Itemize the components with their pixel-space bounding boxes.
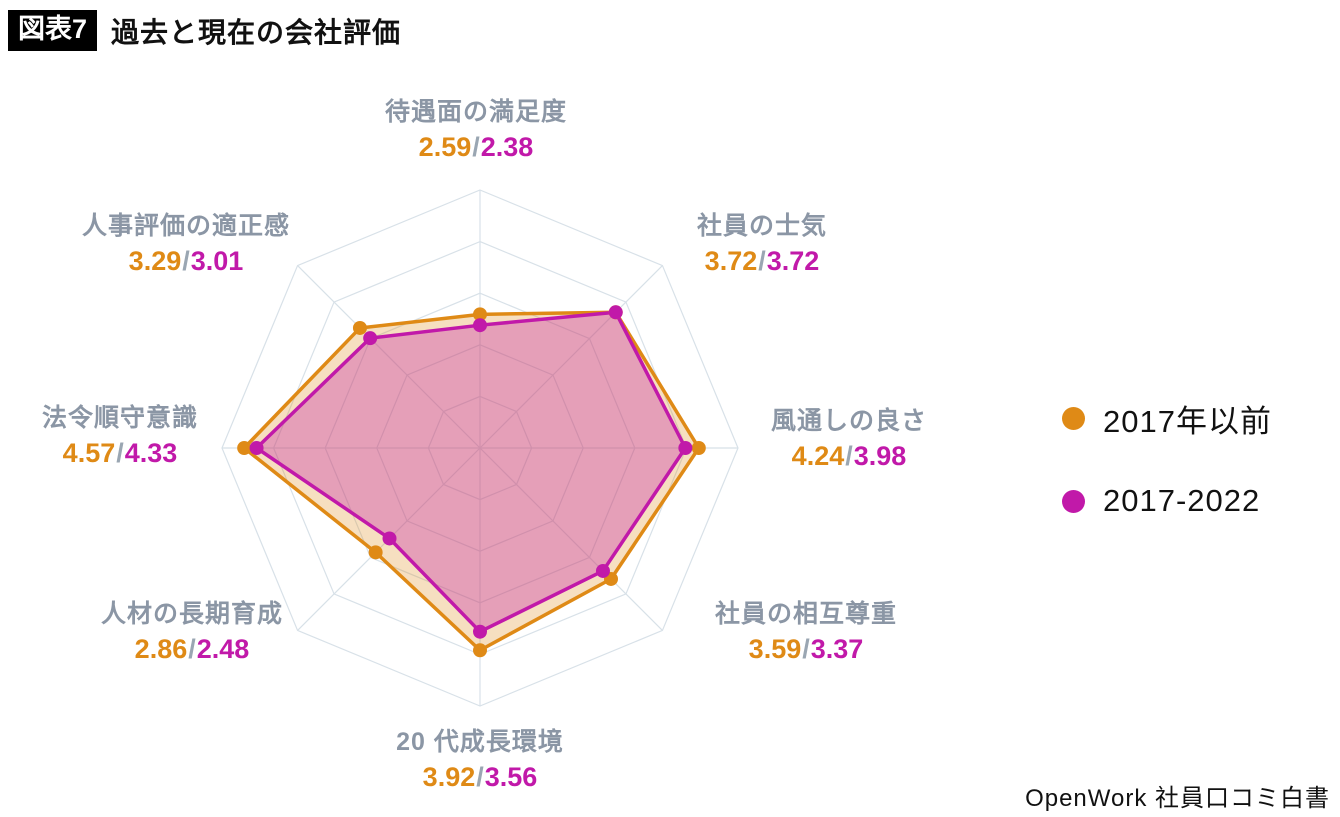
data-point	[473, 307, 487, 322]
data-point	[352, 320, 367, 335]
value-2017-2022: 3.56	[484, 761, 538, 792]
figure-number-badge: 図表7	[8, 10, 98, 51]
data-point	[608, 305, 623, 320]
axis-label: 20 代成長環境 3.92/3.56	[396, 726, 564, 796]
axis-values: 3.59/3.37	[715, 631, 897, 669]
value-before-2017: 4.57	[62, 437, 116, 468]
axis-name: 社員の相互尊重	[714, 600, 898, 628]
grid-spoke	[479, 447, 663, 631]
data-point	[691, 441, 706, 455]
value-separator: /	[188, 633, 196, 664]
axis-values: 3.29/3.01	[82, 243, 290, 281]
legend-label: 2017年以前	[1103, 404, 1272, 439]
axis-values: 2.86/2.48	[101, 631, 283, 669]
axis-values: 2.59/2.38	[385, 129, 567, 167]
source-credit: OpenWork 社員口コミ白書	[1025, 785, 1330, 812]
value-before-2017: 3.29	[128, 245, 182, 276]
value-before-2017: 3.92	[422, 761, 476, 792]
value-before-2017: 4.24	[791, 440, 845, 471]
data-point	[382, 531, 397, 546]
value-separator: /	[116, 437, 124, 468]
axis-label: 社員の士気 3.72/3.72	[697, 210, 827, 280]
value-2017-2022: 3.98	[853, 440, 907, 471]
value-separator: /	[476, 761, 484, 792]
series-area-2017-2022	[254, 310, 688, 634]
legend-item-before-2017: 2017年以前	[1062, 396, 1272, 441]
value-separator: /	[758, 245, 766, 276]
legend-label: 2017-2022	[1103, 483, 1261, 518]
grid-spoke	[297, 265, 481, 449]
grid-spoke	[479, 265, 663, 449]
axis-name: 社員の士気	[696, 212, 828, 240]
value-2017-2022: 3.72	[766, 245, 820, 276]
axis-values: 3.72/3.72	[697, 243, 827, 281]
value-before-2017: 3.72	[704, 245, 758, 276]
value-2017-2022: 2.48	[196, 633, 250, 664]
legend-dot-before-2017-icon	[1062, 407, 1085, 430]
axis-name: 待遇面の満足度	[384, 98, 568, 126]
value-2017-2022: 3.01	[190, 245, 244, 276]
data-point	[595, 563, 610, 578]
axis-name: 法令順守意識	[41, 404, 199, 432]
value-separator: /	[845, 440, 853, 471]
page-title: 過去と現在の会社評価	[111, 16, 402, 48]
axis-name: 風通しの良さ	[770, 407, 928, 435]
axis-values: 3.92/3.56	[396, 759, 564, 797]
value-2017-2022: 4.33	[124, 437, 178, 468]
legend-dot-2017-2022-icon	[1062, 489, 1085, 513]
axis-label: 人事評価の適正感 3.29/3.01	[82, 210, 290, 280]
data-point	[237, 441, 252, 455]
data-point	[363, 331, 378, 346]
axis-label: 人材の長期育成 2.86/2.48	[101, 598, 283, 668]
legend-item-2017-2022: 2017-2022	[1062, 483, 1272, 519]
axis-name: 人材の長期育成	[100, 600, 284, 628]
value-before-2017: 2.59	[418, 131, 472, 162]
value-before-2017: 2.86	[134, 633, 188, 664]
data-point	[368, 545, 383, 560]
data-point	[249, 441, 264, 455]
axis-label: 風通しの良さ 4.24/3.98	[771, 405, 927, 475]
axis-label: 社員の相互尊重 3.59/3.37	[715, 598, 897, 668]
axis-values: 4.24/3.98	[771, 438, 927, 476]
data-point	[473, 643, 487, 658]
data-point	[678, 441, 693, 455]
axis-label: 法令順守意識 4.57/4.33	[42, 402, 198, 472]
value-separator: /	[182, 245, 190, 276]
chart-title-row: 図表7 過去と現在の会社評価	[8, 10, 401, 51]
value-2017-2022: 3.37	[810, 633, 864, 664]
axis-label: 待遇面の満足度 2.59/2.38	[385, 96, 567, 166]
axis-values: 4.57/4.33	[42, 435, 198, 473]
data-point	[473, 624, 487, 639]
axis-name: 20 代成長環境	[396, 728, 564, 756]
data-point	[473, 318, 487, 333]
legend: 2017年以前 2017-2022	[1062, 396, 1272, 519]
axis-name: 人事評価の適正感	[81, 212, 291, 240]
value-before-2017: 3.59	[748, 633, 802, 664]
value-separator: /	[472, 131, 480, 162]
value-2017-2022: 2.38	[480, 131, 534, 162]
value-separator: /	[802, 633, 810, 664]
